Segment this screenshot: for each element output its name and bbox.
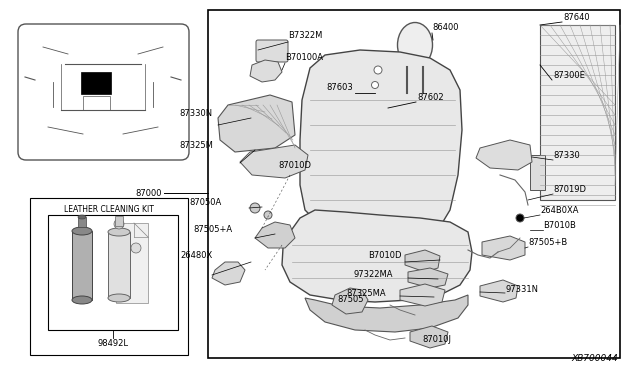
Polygon shape (240, 145, 308, 178)
Bar (116, 223, 148, 303)
Text: 87019D: 87019D (553, 185, 586, 194)
Ellipse shape (72, 227, 92, 235)
Text: 87505+B: 87505+B (528, 238, 567, 247)
Text: 87010J: 87010J (422, 335, 451, 344)
Bar (208, 10, 620, 358)
Bar (78, 217, 86, 227)
Circle shape (371, 89, 379, 97)
Polygon shape (540, 25, 615, 200)
Text: 87330N: 87330N (180, 109, 213, 118)
Text: 87000: 87000 (136, 189, 162, 198)
Text: B7322M: B7322M (288, 31, 323, 40)
Polygon shape (400, 284, 445, 306)
Text: 87330: 87330 (553, 151, 580, 160)
Text: 87010D: 87010D (278, 161, 311, 170)
Circle shape (375, 103, 385, 113)
Polygon shape (332, 288, 368, 314)
Bar (83, 96, 110, 110)
Text: 87325M: 87325M (179, 141, 213, 150)
Text: 97331N: 97331N (505, 285, 538, 294)
Circle shape (131, 243, 141, 253)
Polygon shape (405, 250, 440, 272)
Circle shape (250, 203, 260, 213)
Polygon shape (218, 95, 295, 152)
Polygon shape (408, 268, 448, 288)
Text: 87602: 87602 (417, 93, 444, 102)
Bar (108, 232, 130, 298)
Ellipse shape (78, 215, 86, 219)
Text: 86400: 86400 (432, 23, 458, 32)
Ellipse shape (72, 296, 92, 304)
Text: 97322MA: 97322MA (353, 270, 393, 279)
Bar (30, 198, 188, 355)
Text: 87505+A: 87505+A (194, 225, 233, 234)
Text: 87325MA: 87325MA (346, 289, 386, 298)
Text: B7010D: B7010D (369, 251, 402, 260)
Text: 87640: 87640 (563, 13, 589, 22)
Text: 87300E: 87300E (553, 71, 585, 80)
Bar (530, 155, 545, 190)
Text: B70100A: B70100A (285, 53, 323, 62)
Polygon shape (410, 326, 448, 348)
Ellipse shape (397, 22, 433, 67)
Bar (115, 216, 123, 226)
Circle shape (371, 81, 378, 89)
Polygon shape (255, 222, 295, 248)
Text: 87050A: 87050A (189, 198, 222, 207)
Polygon shape (282, 210, 472, 302)
Bar (48, 215, 178, 330)
Text: 87603: 87603 (326, 83, 353, 92)
FancyBboxPatch shape (256, 40, 288, 62)
Circle shape (114, 219, 124, 229)
Text: 98492L: 98492L (97, 340, 129, 349)
Text: 26480X: 26480X (180, 251, 213, 260)
Bar (72, 231, 92, 300)
Text: XB700044: XB700044 (572, 354, 618, 363)
Text: 264B0XA: 264B0XA (540, 206, 579, 215)
Text: 87505: 87505 (337, 295, 364, 304)
Polygon shape (476, 140, 532, 170)
Polygon shape (212, 262, 245, 285)
Circle shape (516, 214, 524, 222)
Ellipse shape (108, 294, 130, 302)
Polygon shape (480, 280, 518, 302)
Text: B7010B: B7010B (543, 221, 576, 230)
Polygon shape (482, 236, 525, 260)
Polygon shape (300, 50, 462, 242)
Bar (81, 72, 111, 94)
Text: LEATHER CLEANING KIT: LEATHER CLEANING KIT (64, 205, 154, 215)
Circle shape (374, 66, 382, 74)
Polygon shape (250, 60, 282, 82)
Circle shape (264, 211, 272, 219)
Polygon shape (305, 295, 468, 332)
Ellipse shape (108, 228, 130, 236)
